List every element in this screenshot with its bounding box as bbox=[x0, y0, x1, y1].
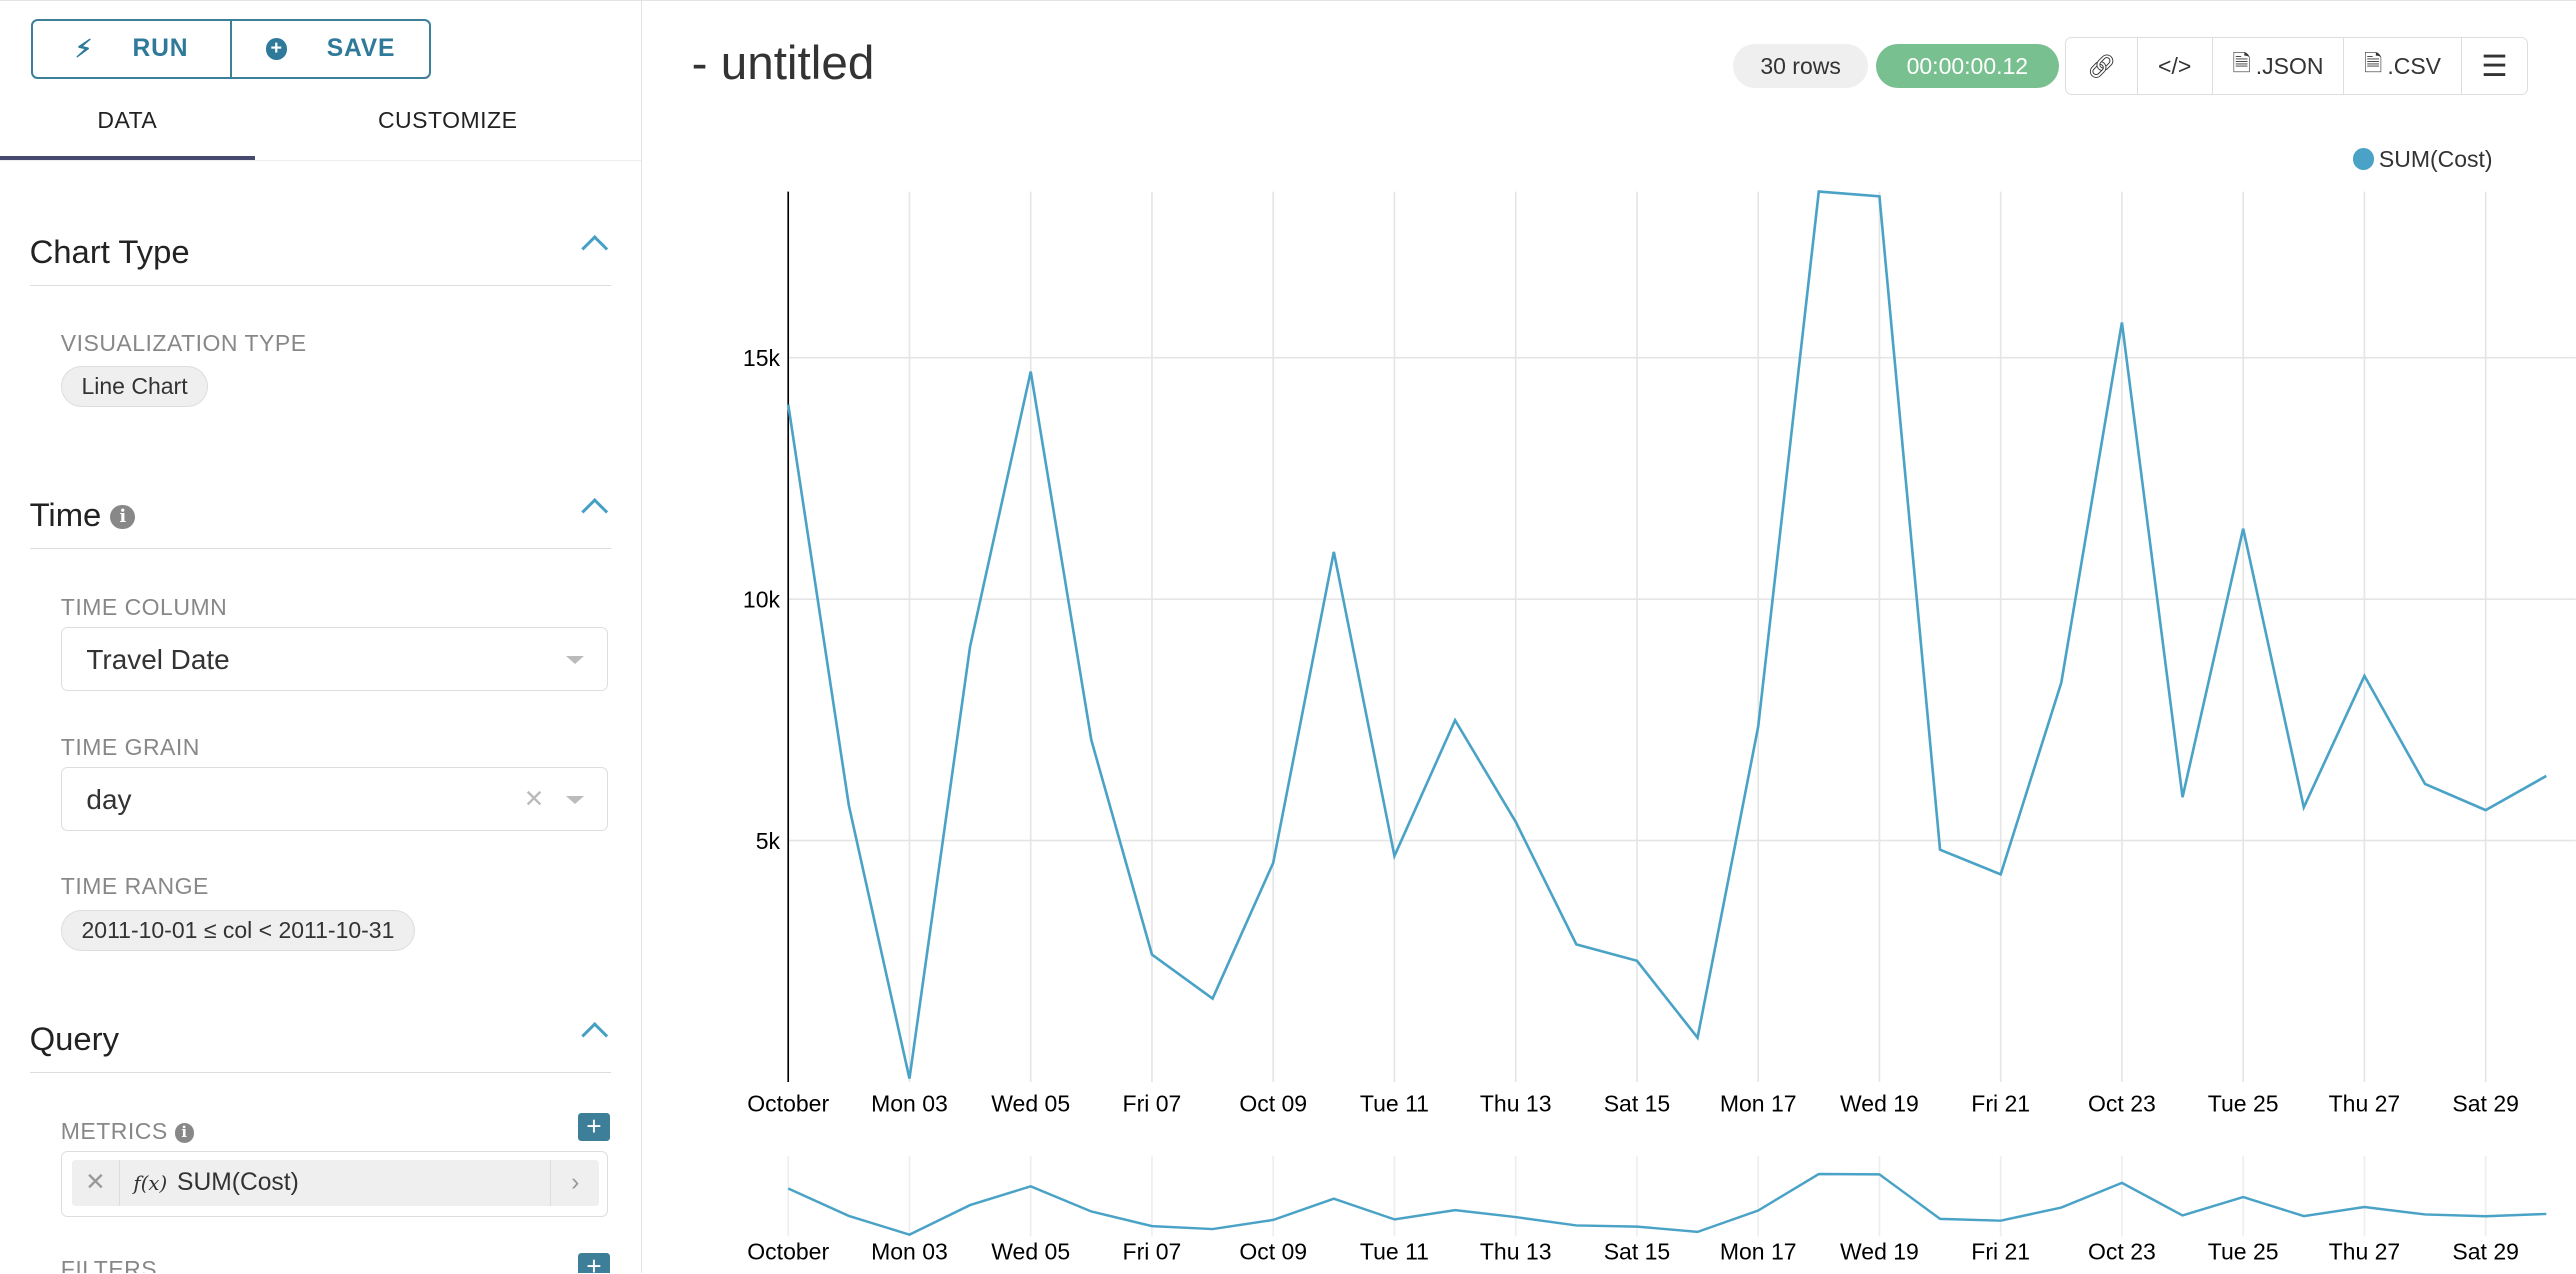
brush-x-tick-label: October bbox=[748, 1238, 830, 1264]
x-tick-label: Mon 03 bbox=[871, 1091, 948, 1117]
chevron-up-icon[interactable] bbox=[581, 498, 609, 526]
tab-customize[interactable]: CUSTOMIZE bbox=[377, 107, 518, 134]
remove-icon[interactable]: ✕ bbox=[72, 1160, 121, 1207]
save-button[interactable]: + SAVE bbox=[230, 21, 429, 77]
file-code-icon: 🗎︎ bbox=[2232, 49, 2251, 76]
visualization-type-select[interactable]: Line Chart bbox=[60, 365, 209, 408]
chart-area: - untitled 30 rows 00:00:00.12 🔗︎ </> 🗎︎… bbox=[642, 1, 2576, 1273]
metrics-label: METRICS bbox=[60, 1118, 168, 1145]
brush-x-tick-label: Sat 29 bbox=[2453, 1238, 2520, 1264]
section-title: Query bbox=[29, 1019, 120, 1057]
x-tick-label: Oct 23 bbox=[2088, 1091, 2156, 1117]
embed-button[interactable]: </> bbox=[2136, 38, 2212, 94]
chevron-right-icon[interactable]: › bbox=[550, 1160, 599, 1207]
chart-title[interactable]: - untitled bbox=[691, 36, 875, 90]
plus-circle-icon: + bbox=[266, 38, 288, 60]
brush-x-tick-label: Mon 17 bbox=[1720, 1238, 1797, 1264]
chevron-up-icon[interactable] bbox=[581, 235, 609, 263]
file-text-icon: 🗎︎ bbox=[2363, 49, 2383, 76]
x-tick-label: Thu 27 bbox=[2329, 1091, 2401, 1117]
x-tick-label: Oct 09 bbox=[1240, 1091, 1308, 1117]
panel-tabs: DATA CUSTOMIZE bbox=[0, 91, 641, 162]
time-column-label: TIME COLUMN bbox=[60, 594, 228, 621]
y-tick-label: 10k bbox=[743, 586, 781, 612]
brush-x-tick-label: Wed 19 bbox=[1840, 1238, 1919, 1264]
export-json-button[interactable]: 🗎︎ .JSON bbox=[2211, 38, 2344, 94]
run-button[interactable]: ⚡︎ RUN bbox=[75, 34, 189, 63]
bolt-icon: ⚡︎ bbox=[75, 35, 94, 63]
tab-data[interactable]: DATA bbox=[0, 91, 255, 161]
brush-x-tick-label: Tue 11 bbox=[1360, 1238, 1429, 1264]
x-tick-label: Thu 13 bbox=[1480, 1091, 1552, 1117]
hamburger-icon: ☰ bbox=[2481, 49, 2508, 83]
brush-x-tick-label: Thu 27 bbox=[2329, 1238, 2401, 1264]
legend-item[interactable]: SUM(Cost) bbox=[2352, 146, 2493, 173]
time-column-select[interactable]: Travel Date bbox=[60, 626, 608, 691]
brush-series-line bbox=[788, 1172, 2547, 1236]
y-tick-label: 15k bbox=[743, 345, 781, 371]
link-button[interactable]: 🔗︎ bbox=[2066, 38, 2137, 94]
brush-x-tick-label: Fri 07 bbox=[1123, 1238, 1182, 1264]
brush-x-tick-label: Wed 05 bbox=[992, 1238, 1071, 1264]
add-metric-button[interactable]: + bbox=[578, 1112, 610, 1142]
section-chart-type[interactable]: Chart Type bbox=[29, 220, 612, 287]
metric-tag[interactable]: ✕ f(x) SUM(Cost) › bbox=[71, 1160, 599, 1207]
x-tick-label: Fri 07 bbox=[1123, 1091, 1182, 1117]
x-tick-label: Tue 11 bbox=[1360, 1091, 1429, 1117]
caret-down-icon bbox=[565, 795, 584, 804]
menu-button[interactable]: ☰ bbox=[2460, 38, 2528, 94]
function-icon: f(x) bbox=[133, 1171, 168, 1195]
section-title: Time bbox=[29, 495, 102, 533]
time-range-label: TIME RANGE bbox=[60, 873, 209, 900]
brush-x-tick-label: Mon 03 bbox=[871, 1238, 948, 1264]
x-tick-label: Fri 21 bbox=[1972, 1091, 2031, 1117]
export-csv-button[interactable]: 🗎︎ .CSV bbox=[2343, 38, 2461, 94]
row-count-badge: 30 rows bbox=[1733, 43, 1868, 89]
x-tick-label: Wed 05 bbox=[992, 1091, 1071, 1117]
code-icon: </> bbox=[2158, 52, 2192, 79]
info-icon[interactable]: i bbox=[174, 1123, 195, 1143]
x-tick-label: Tue 25 bbox=[2208, 1091, 2279, 1117]
brush-x-tick-label: Tue 25 bbox=[2208, 1238, 2279, 1264]
brush-x-tick-label: Thu 13 bbox=[1480, 1238, 1552, 1264]
control-panel: ⚡︎ RUN + SAVE DATA CUSTOMIZE Chart Type VI… bbox=[0, 1, 642, 1274]
x-tick-label: Sat 29 bbox=[2453, 1091, 2520, 1117]
section-query[interactable]: Query bbox=[29, 1006, 612, 1074]
x-tick-label: Sat 15 bbox=[1604, 1091, 1671, 1117]
visualization-type-label: VISUALIZATION TYPE bbox=[60, 329, 307, 356]
chevron-up-icon[interactable] bbox=[581, 1022, 609, 1050]
brush-x-tick-label: Oct 23 bbox=[2088, 1238, 2156, 1264]
filters-label: FILTERS bbox=[60, 1256, 158, 1274]
brush-x-tick-label: Oct 09 bbox=[1240, 1238, 1308, 1264]
time-range-select[interactable]: 2011-10-01 ≤ col < 2011-10-31 bbox=[60, 909, 416, 951]
brush-x-tick-label: Sat 15 bbox=[1604, 1238, 1671, 1264]
section-title: Chart Type bbox=[29, 232, 190, 270]
export-toolbar: 🔗︎ </> 🗎︎ .JSON 🗎︎ .CSV ☰ bbox=[2065, 37, 2529, 95]
x-tick-label: Mon 17 bbox=[1720, 1091, 1797, 1117]
time-grain-select[interactable]: day ✕ bbox=[60, 766, 608, 831]
line-chart: October October Mon 03 Mon 03 Wed 05 Wed 05 Fr… bbox=[743, 190, 2576, 1264]
x-tick-label: October bbox=[748, 1091, 830, 1117]
brush-x-tick-label: Fri 21 bbox=[1972, 1238, 2031, 1264]
time-grain-label: TIME GRAIN bbox=[60, 733, 200, 760]
caret-down-icon bbox=[565, 655, 584, 664]
x-tick-label: Wed 19 bbox=[1840, 1091, 1919, 1117]
info-icon[interactable]: i bbox=[110, 504, 136, 530]
query-buttons: ⚡︎ RUN + SAVE bbox=[31, 19, 432, 79]
link-icon: 🔗︎ bbox=[2086, 52, 2117, 79]
section-time[interactable]: Time i bbox=[29, 482, 612, 550]
series-line-sum-cost bbox=[787, 190, 2548, 1079]
legend-dot bbox=[2352, 148, 2374, 170]
clear-icon[interactable]: ✕ bbox=[523, 786, 545, 813]
metrics-input[interactable]: ✕ f(x) SUM(Cost) › bbox=[60, 1151, 608, 1217]
y-tick-label: 5k bbox=[756, 828, 781, 854]
query-time-badge: 00:00:00.12 bbox=[1876, 43, 2059, 89]
add-filter-button[interactable]: + bbox=[578, 1252, 610, 1274]
